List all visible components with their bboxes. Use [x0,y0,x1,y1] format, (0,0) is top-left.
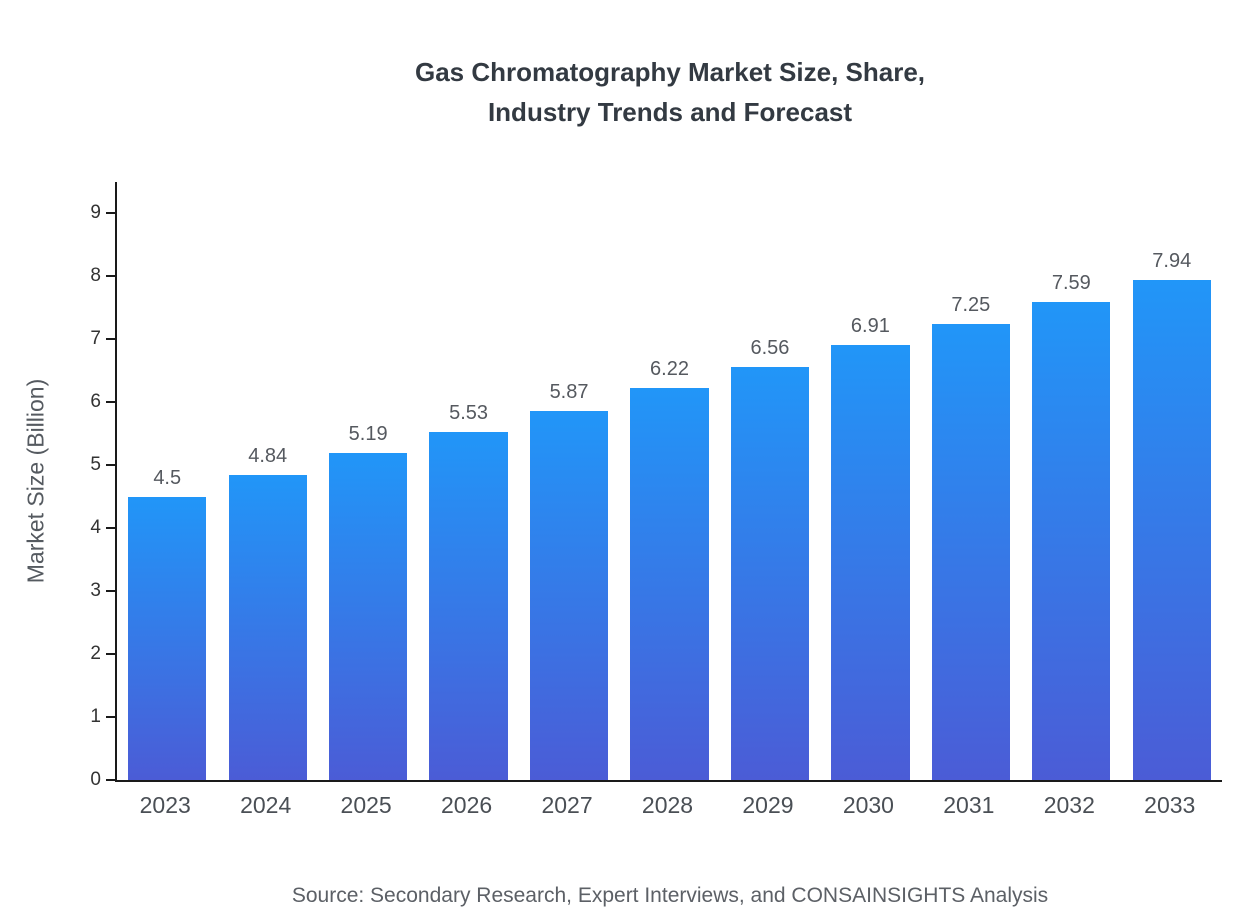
bar-value-label: 4.84 [248,445,288,468]
y-tick-label: 4 [90,517,101,539]
bar-value-label: 5.53 [449,401,489,424]
y-tick-label: 1 [90,706,101,728]
y-tick-label: 6 [90,391,101,413]
bar-slot: 6.91 [820,182,920,780]
bar [730,367,810,780]
y-tick-label: 9 [90,202,101,224]
bar-value-label: 6.91 [850,315,890,338]
bar-slot: 4.5 [117,182,217,780]
y-tick-mark [106,338,115,341]
bar-slot: 6.22 [619,182,719,780]
x-tick-label: 2029 [742,792,794,818]
y-tick-label: 0 [90,769,101,790]
bar-value-label: 6.56 [750,337,790,360]
y-tick-mark [106,716,115,719]
x-tick-label: 2027 [541,792,593,818]
bar [831,345,910,780]
x-tick-label: 2033 [1144,792,1196,818]
x-tick-label: 2025 [340,792,392,818]
plot-area: 0 1 2 3 4 5 6 7 8 9 4.5 4.84 5.19 5.53 5.87 6.22 6.56 6.… [90,182,1222,790]
bar [429,431,508,780]
bar-slot: 7.25 [921,182,1021,780]
chart-title: Gas Chromatography Market Size, Share, I… [414,57,926,127]
bar [228,475,307,780]
y-tick-label: 2 [90,643,101,665]
bar [529,410,609,780]
y-tick-mark [106,653,115,656]
bar [630,388,709,780]
x-tick-label: 2028 [641,792,694,818]
y-tick-label: 3 [90,580,101,602]
y-axis-title: Market Size (Billion) [22,378,49,584]
bars-container: 4.5 4.84 5.19 5.53 5.87 6.22 6.56 6.91 7.25 7.59 7… [117,182,1222,780]
bar-value-label: 7.94 [1152,250,1192,273]
bar-value-label: 5.87 [549,380,589,403]
bar [931,323,1011,780]
y-tick-mark [106,527,115,530]
y-tick-mark [106,212,115,215]
bar-value-label: 5.19 [348,423,388,446]
bar-value-label: 7.59 [1051,272,1091,295]
y-tick-mark [106,275,115,278]
bar-slot: 7.94 [1122,182,1222,780]
bar-slot: 5.19 [318,182,418,780]
x-tick-label: 2026 [441,792,493,818]
bar-slot: 5.87 [519,182,619,780]
bar-value-label: 6.22 [650,358,689,381]
bar-value-label: 7.25 [951,293,991,316]
bar [1032,302,1111,780]
x-tick-label: 2024 [240,792,292,818]
bar [128,496,207,780]
bar-slot: 6.56 [720,182,820,780]
y-tick-label: 8 [90,265,101,287]
y-tick-label: 5 [90,454,101,476]
x-tick-label: 2031 [943,792,995,818]
bar [1132,280,1211,780]
y-tick-mark [106,464,115,467]
bar-value-label: 4.5 [153,466,182,489]
bar-slot: 5.53 [418,182,518,780]
x-axis-labels: 2023 2024 2025 2026 2027 2028 2029 2030 2031 2032… [115,792,1220,819]
y-tick-mark [106,401,115,404]
bar [328,453,408,780]
bar-slot: 4.84 [217,182,317,780]
x-tick-label: 2023 [139,792,191,818]
y-tick-label: 7 [90,328,101,350]
x-tick-label: 2032 [1043,792,1095,818]
bar-slot: 7.59 [1021,182,1121,780]
x-tick-label: 2030 [842,792,894,818]
source-note: Source: Secondary Research, Expert Inter… [291,884,1049,907]
y-tick-mark [106,590,115,593]
y-tick-mark [106,779,115,781]
